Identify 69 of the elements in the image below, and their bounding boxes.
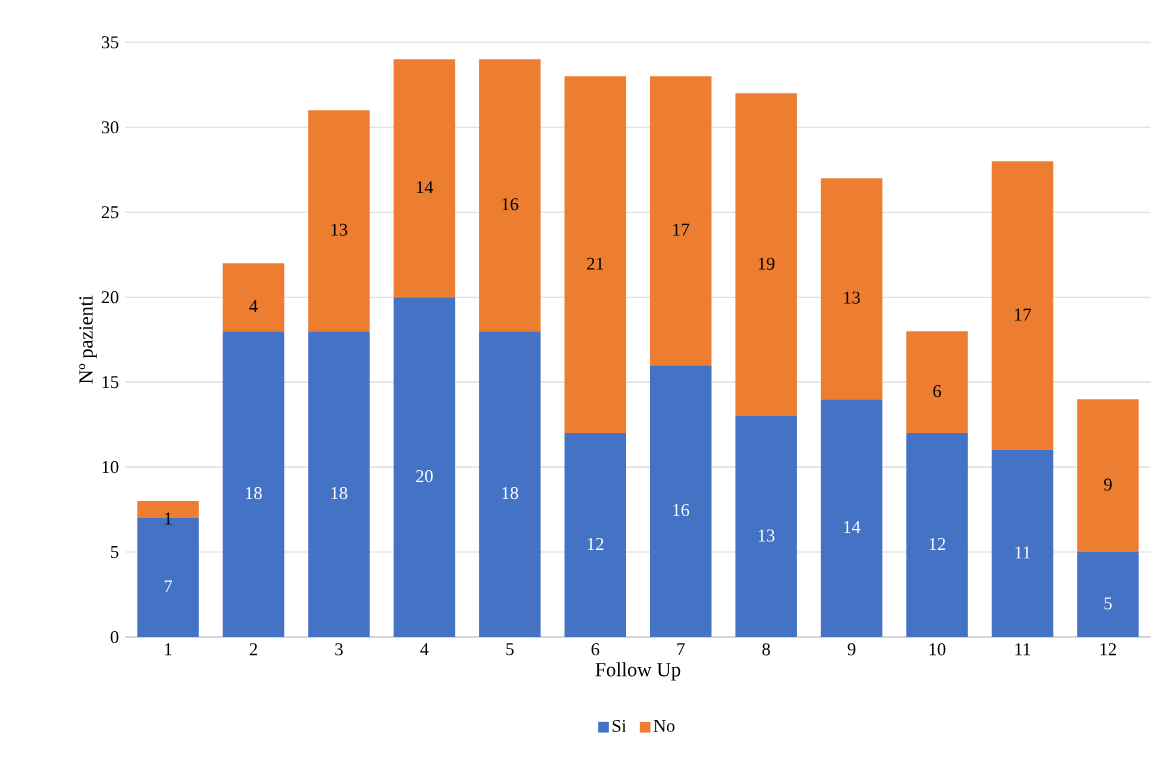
x-tick-label: 3 [335,643,343,656]
data-label: 5 [1104,597,1112,610]
data-label: 11 [1015,546,1031,559]
data-label: 12 [587,537,604,550]
bar [393,297,456,637]
data-label: 18 [246,487,262,500]
data-label: 6 [933,385,942,398]
bar [1077,399,1139,553]
bar [308,110,370,332]
data-label: 21 [587,257,604,270]
bar [479,59,541,332]
y-tick-label: 0 [110,630,119,644]
bar [735,93,797,417]
x-tick-label: 8 [762,643,770,656]
bar [564,76,627,434]
x-tick-label: 5 [506,643,514,656]
x-tick-label: 7 [677,643,685,656]
data-label: 13 [844,291,860,304]
data-label: 7 [164,580,173,593]
bar [393,59,456,298]
y-tick-label: 25 [101,206,119,219]
data-label: 14 [844,521,861,533]
bar [222,331,285,637]
y-tick-label: 15 [102,376,119,389]
x-tick-label: 9 [847,643,856,656]
bar [906,331,968,434]
x-tick-label: 6 [591,643,600,656]
y-axis-title: Nº pazienti [79,295,97,384]
data-label: 16 [502,198,519,211]
data-label: 17 [673,223,690,236]
data-label: 14 [416,181,434,194]
bar [906,433,968,637]
data-label: 9 [1104,478,1112,491]
x-axis-title: Follow Up [595,662,681,681]
data-label: 20 [416,470,433,483]
y-tick-label: 20 [101,291,119,304]
y-tick-label: 10 [102,461,119,474]
data-label: 17 [1015,308,1031,321]
bar [308,331,370,637]
y-tick-label: 35 [101,36,119,49]
bar [222,263,285,332]
bar [479,331,541,637]
bar [991,161,1054,451]
x-tick-label: 2 [249,643,258,656]
bar [649,365,712,637]
x-tick-label: 4 [420,643,429,656]
bar [564,433,627,637]
x-tick-label: 10 [929,643,946,656]
data-label: 18 [331,487,348,500]
data-label: 4 [249,300,258,312]
bar [991,450,1054,637]
bar [735,416,797,637]
x-tick-label: 11 [1015,643,1031,656]
legend-label: Si [612,719,627,732]
data-label: 18 [502,487,519,500]
y-tick-label: 30 [101,121,119,134]
bar [820,399,883,637]
data-label: 19 [758,257,775,270]
legend-label: No [653,719,675,732]
x-tick-label: 1 [165,643,172,656]
x-tick-label: 12 [1100,643,1116,656]
bar [820,178,883,400]
y-tick-label: 5 [111,546,119,559]
bar [1077,552,1139,637]
data-label: 12 [929,537,946,550]
data-label: 13 [331,223,348,236]
data-label: 13 [758,529,775,542]
data-label: 16 [673,504,690,517]
bar [649,76,712,366]
